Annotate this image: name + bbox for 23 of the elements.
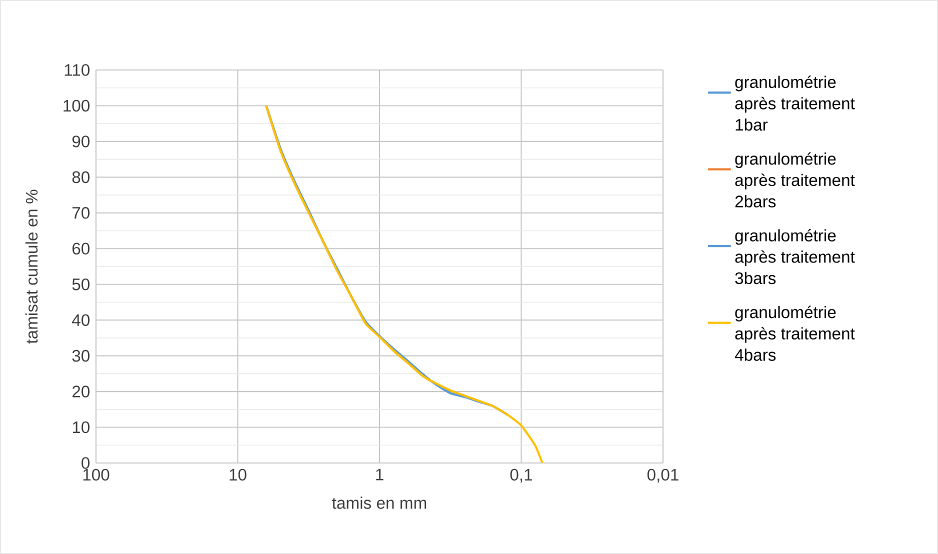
x-tick-label: 10 xyxy=(230,468,246,481)
y-tick-label: 110 xyxy=(64,64,90,76)
y-tick-label: 100 xyxy=(64,100,90,112)
y-axis-title: tamisat cumule en % xyxy=(25,190,38,344)
legend-label: granulométrie après traitement 4bars xyxy=(734,306,855,361)
x-tick-label: 0,1 xyxy=(510,468,532,483)
x-axis-title: tamis en mm xyxy=(332,496,426,509)
legend-label: granulométrie après traitement 1bar xyxy=(735,76,855,131)
y-tick-label: 30 xyxy=(72,350,90,362)
x-tick-label: 1 xyxy=(376,468,384,480)
y-tick-label: 20 xyxy=(72,386,90,398)
y-tick-label: 10 xyxy=(72,421,90,434)
y-tick-label: 90 xyxy=(72,136,90,148)
y-tick-label: 60 xyxy=(72,242,90,255)
y-tick-label: 70 xyxy=(72,207,90,219)
x-tick-label: 0,01 xyxy=(647,468,678,483)
y-tick-label: 40 xyxy=(72,314,90,326)
x-tick-label: 100 xyxy=(83,468,110,481)
y-tick-label: 50 xyxy=(72,278,90,290)
legend-label: granulométrie après traitement 2bars xyxy=(735,152,855,208)
legend-label: granulométrie après traitement 3bars xyxy=(735,229,855,284)
y-tick-label: 80 xyxy=(72,171,90,184)
y-tick-label: 0 xyxy=(82,457,90,469)
